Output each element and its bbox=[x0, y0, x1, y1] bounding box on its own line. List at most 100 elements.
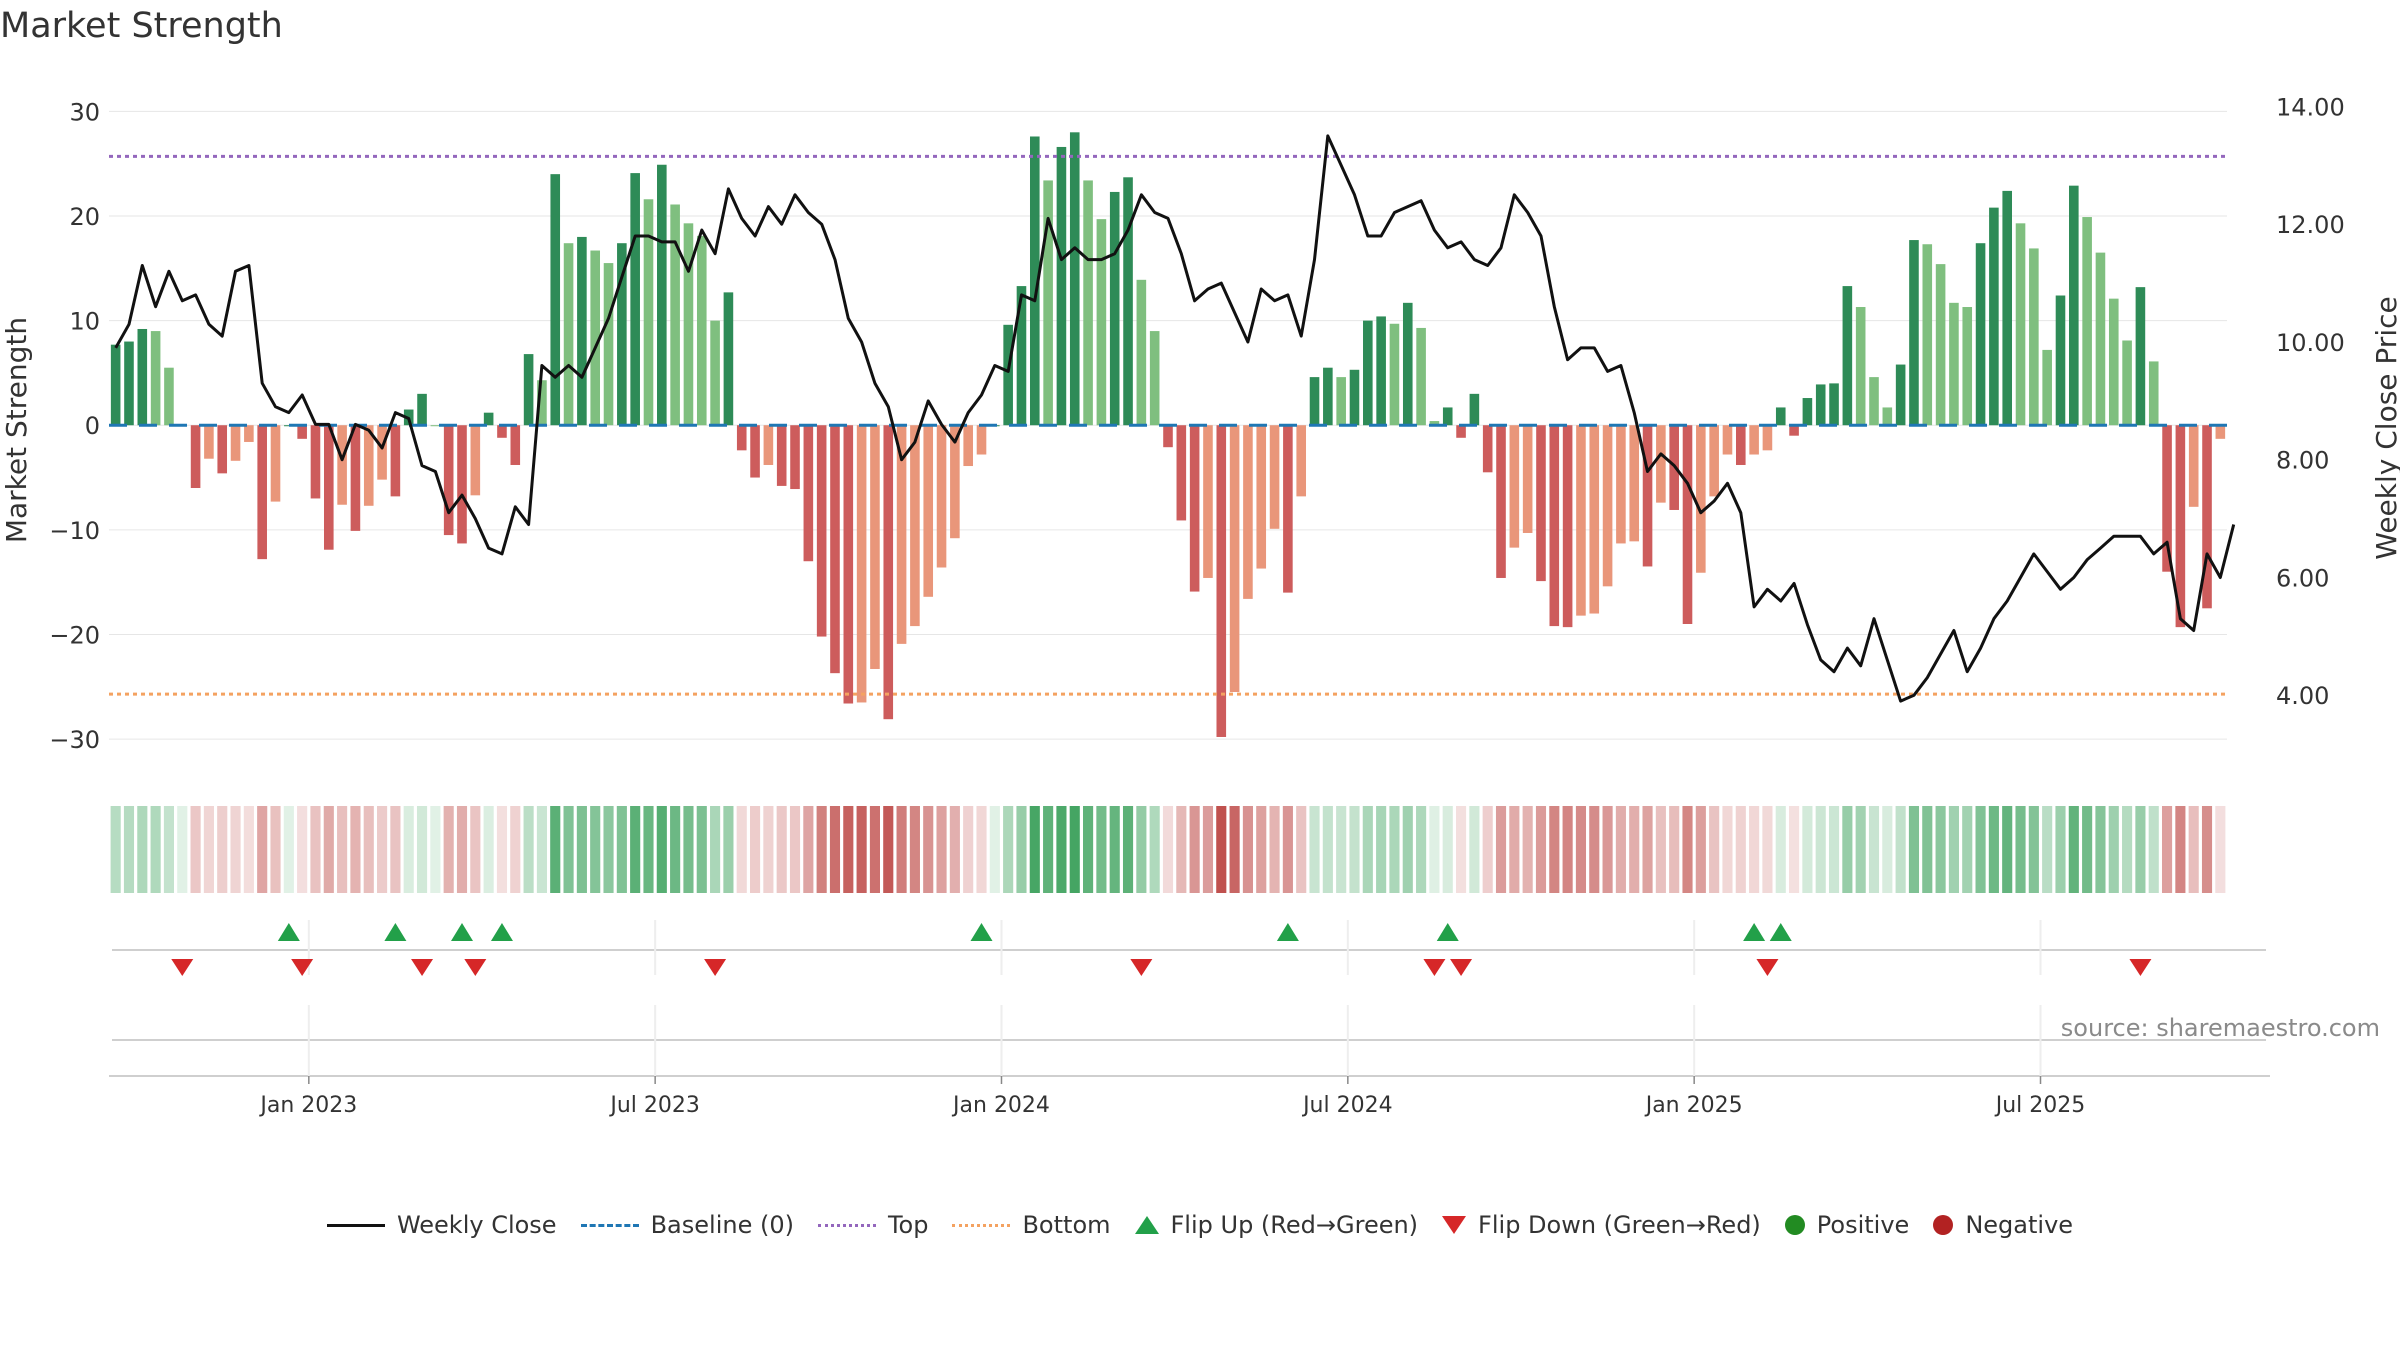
heat-cell bbox=[1695, 806, 1706, 893]
strength-bar bbox=[1056, 146, 1067, 426]
heat-cell bbox=[1136, 806, 1147, 893]
heat-cell bbox=[2015, 806, 2026, 893]
legend-bottom[interactable]: Bottom bbox=[952, 1211, 1111, 1239]
strength-bar bbox=[337, 425, 347, 505]
y-tick-label-right: 8.00 bbox=[2276, 447, 2329, 475]
strength-bar bbox=[630, 173, 640, 426]
strength-bar bbox=[896, 425, 907, 644]
heat-cell bbox=[1296, 806, 1307, 893]
strength-bar bbox=[1496, 425, 1506, 578]
flip-up-marker bbox=[970, 923, 993, 941]
legend-flip-down[interactable]: Flip Down (Green→Red) bbox=[1442, 1211, 1761, 1239]
legend-top[interactable]: Top bbox=[817, 1211, 929, 1239]
heat-cell bbox=[1282, 806, 1293, 893]
strength-bar bbox=[217, 425, 228, 474]
heat-cell bbox=[2215, 806, 2226, 893]
heat-cell bbox=[1416, 806, 1427, 893]
y-tick-label-left: −20 bbox=[49, 621, 100, 649]
x-tick-label: Jan 2023 bbox=[258, 1093, 357, 1118]
heat-cell bbox=[1362, 806, 1373, 893]
heat-cell bbox=[1922, 806, 1933, 893]
flip-down-marker bbox=[1423, 959, 1446, 976]
strength-bar bbox=[483, 412, 494, 426]
strength-bar bbox=[270, 425, 281, 502]
heat-cell bbox=[1975, 806, 1986, 893]
legend-baseline[interactable]: Baseline (0) bbox=[580, 1211, 794, 1239]
legend-positive[interactable]: Positive bbox=[1784, 1211, 1910, 1239]
legend-flip-up[interactable]: Flip Up (Red→Green) bbox=[1134, 1211, 1419, 1239]
strength-bar bbox=[523, 354, 534, 426]
heat-cell bbox=[1868, 806, 1880, 893]
strength-bar bbox=[1589, 425, 1600, 614]
strength-bar bbox=[1789, 425, 1799, 436]
heat-cell bbox=[1216, 806, 1227, 893]
strength-bar bbox=[190, 425, 201, 488]
strength-bar bbox=[976, 425, 987, 455]
strength-bar bbox=[1855, 307, 1866, 426]
strength-bar bbox=[1802, 398, 1813, 426]
legend-label: Positive bbox=[1816, 1211, 1910, 1239]
strength-bar bbox=[2175, 425, 2186, 628]
heat-cell bbox=[430, 806, 441, 893]
reference-lines bbox=[109, 154, 2227, 696]
flip-down-marker bbox=[171, 959, 194, 976]
heat-cell bbox=[1988, 806, 1999, 893]
heat-cell bbox=[1842, 806, 1853, 893]
strength-bar bbox=[1296, 425, 1307, 497]
strength-bar bbox=[497, 425, 507, 438]
heat-cell bbox=[909, 806, 920, 893]
legend-label: Flip Up (Red→Green) bbox=[1170, 1211, 1419, 1239]
heat-cell bbox=[1109, 806, 1120, 893]
strength-bar bbox=[936, 425, 947, 568]
weekly-close-line bbox=[114, 134, 2236, 703]
heat-cell bbox=[1242, 806, 1253, 893]
strength-bar bbox=[390, 425, 401, 497]
strength-bar bbox=[710, 320, 720, 426]
heat-cell bbox=[2135, 806, 2146, 893]
heat-cell bbox=[1442, 806, 1453, 893]
strength-bar bbox=[470, 425, 481, 496]
heat-cell bbox=[1162, 806, 1174, 893]
strength-bar bbox=[1243, 425, 1253, 599]
legend-label: Top bbox=[887, 1211, 929, 1239]
strength-bar bbox=[137, 328, 148, 426]
heat-cell bbox=[1615, 806, 1626, 893]
strength-bar bbox=[363, 425, 374, 506]
strength-bar bbox=[350, 425, 361, 531]
strength-bar bbox=[1522, 425, 1533, 533]
circle-icon bbox=[1933, 1215, 1954, 1235]
heat-cell bbox=[1149, 806, 1160, 893]
heat-cell bbox=[137, 806, 148, 893]
strength-bar bbox=[1389, 323, 1400, 426]
flip-markers bbox=[109, 920, 2270, 1077]
legend-label: Bottom bbox=[1022, 1211, 1111, 1239]
legend-negative[interactable]: Negative bbox=[1933, 1211, 2073, 1239]
strength-bar bbox=[1949, 302, 1959, 426]
strength-bar bbox=[2188, 425, 2199, 507]
heat-cell bbox=[350, 806, 361, 893]
heat-cell bbox=[576, 806, 587, 893]
legend-label: Weekly Close bbox=[396, 1211, 557, 1239]
strength-bar bbox=[1442, 407, 1453, 426]
heat-cell bbox=[110, 806, 121, 893]
legend-weekly-close[interactable]: Weekly Close bbox=[326, 1211, 557, 1239]
heat-cell bbox=[829, 806, 841, 893]
heat-cell bbox=[190, 806, 201, 893]
flip-up-marker bbox=[277, 923, 300, 941]
heat-cell bbox=[2148, 806, 2159, 893]
heat-cell bbox=[243, 806, 254, 893]
heat-cell bbox=[217, 806, 228, 893]
heat-cell bbox=[563, 806, 574, 893]
strength-bar bbox=[1616, 425, 1626, 544]
heat-cell bbox=[1402, 806, 1413, 893]
heat-cell bbox=[1735, 806, 1746, 893]
strength-bar bbox=[124, 341, 134, 426]
heat-cell bbox=[1269, 806, 1280, 893]
heat-cell bbox=[789, 806, 801, 893]
strength-bar bbox=[1602, 425, 1613, 587]
legend-label: Flip Down (Green→Red) bbox=[1478, 1211, 1761, 1239]
heat-cell bbox=[1336, 806, 1347, 893]
heat-cell bbox=[656, 806, 667, 893]
heat-cell bbox=[816, 806, 827, 893]
strength-bar bbox=[617, 243, 627, 426]
